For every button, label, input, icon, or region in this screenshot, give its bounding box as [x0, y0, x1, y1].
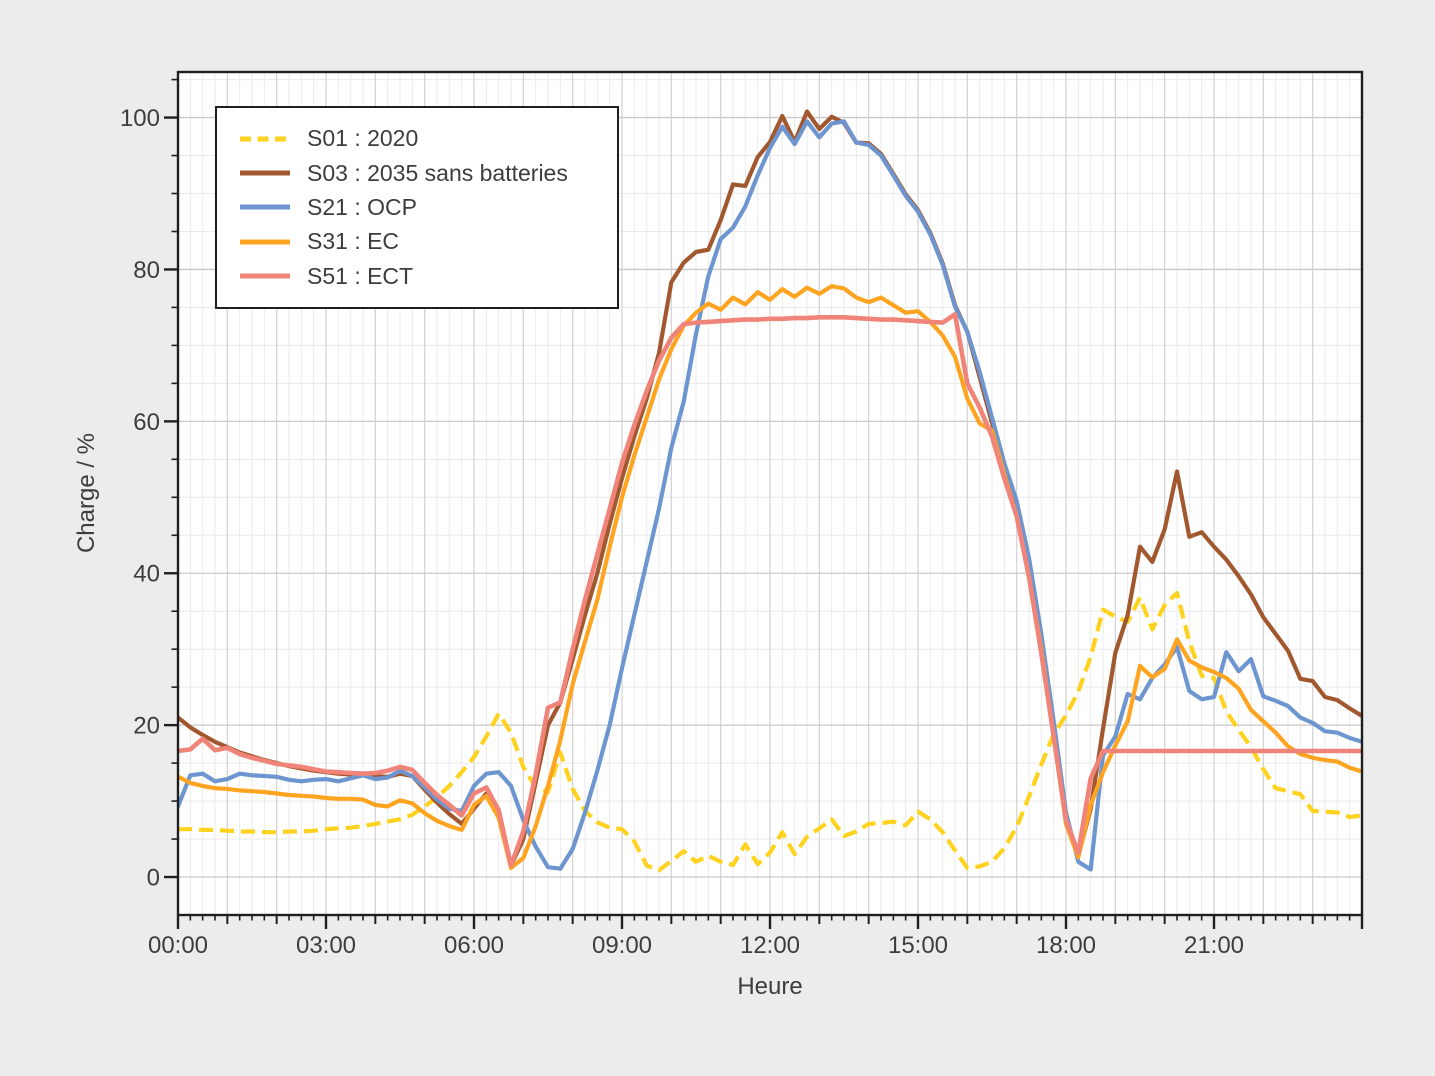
- legend-item-s31: S31 : EC: [239, 230, 607, 253]
- x-tick-label: 21:00: [1184, 932, 1244, 959]
- series-line-s03: [177, 109, 1363, 868]
- y-axis-label: Charge / %: [73, 432, 100, 554]
- legend-item-s21: S21 : OCP: [239, 193, 607, 220]
- legend-label: S01 : 2020: [307, 125, 419, 152]
- series-line-s01: [178, 590, 1363, 873]
- x-tick-label: 18:00: [1036, 932, 1096, 959]
- series-lines: [177, 109, 1363, 873]
- legend-swatch-s31: [240, 239, 290, 245]
- legend-item-s51: S51 : ECT: [239, 262, 607, 289]
- legend-swatch-s01: [240, 136, 290, 142]
- gridlines: [178, 72, 1362, 915]
- axis-ticks: [164, 78, 1364, 929]
- y-tick-label: 100: [120, 105, 160, 132]
- legend-item-s01: S01 : 2020: [239, 127, 607, 150]
- legend-label: S03 : 2035 sans batteries: [307, 159, 568, 186]
- x-tick-label: 06:00: [444, 932, 504, 959]
- x-tick-label: 00:00: [148, 932, 208, 959]
- legend: S01 : 2020 S03 : 2035 sans batteries S21 :…: [215, 106, 619, 309]
- legend-label: S51 : ECT: [307, 262, 414, 289]
- tick-labels: 00:00 03:00 06:00 09:00 12:00 15:00 18:00 21:00…: [120, 105, 1244, 959]
- x-tick-label: 12:00: [740, 932, 800, 959]
- x-tick-label: 03:00: [296, 932, 356, 959]
- y-tick-label: 40: [133, 561, 160, 588]
- legend-label: S21 : OCP: [307, 193, 417, 220]
- x-tick-label: 15:00: [888, 932, 948, 959]
- legend-swatch-s21: [240, 204, 290, 210]
- y-tick-label: 60: [133, 409, 160, 436]
- y-tick-label: 0: [147, 865, 160, 892]
- y-tick-label: 20: [133, 713, 160, 740]
- series-line-s31: [177, 284, 1363, 871]
- legend-swatch-s51: [240, 273, 290, 279]
- x-tick-label: 09:00: [592, 932, 652, 959]
- x-axis-label: Heure: [737, 973, 803, 1000]
- series-line-s51: [177, 311, 1363, 868]
- axes-frame: [176, 70, 1364, 917]
- legend-item-s03: S03 : 2035 sans batteries: [239, 159, 607, 186]
- legend-label: S31 : EC: [307, 228, 400, 255]
- legend-swatch-s03: [240, 170, 290, 176]
- y-tick-label: 80: [133, 257, 160, 284]
